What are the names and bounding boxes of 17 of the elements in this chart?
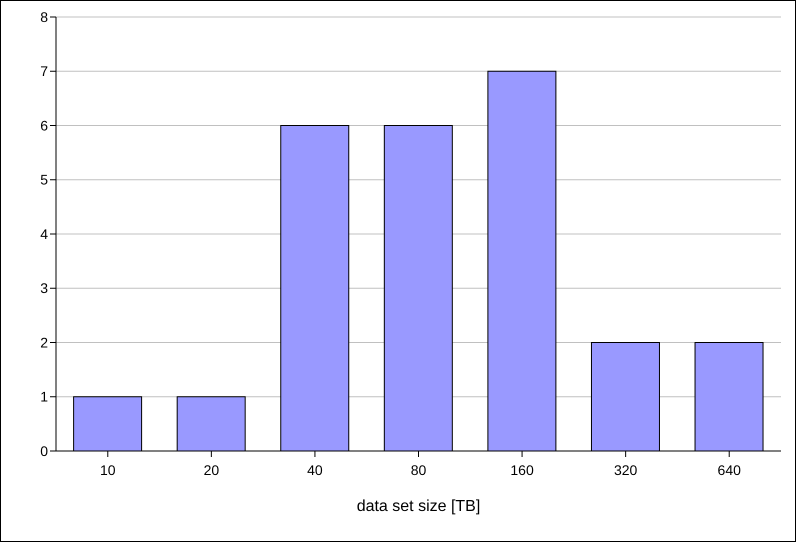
x-tick-label: 640	[718, 462, 742, 478]
y-tick-label: 8	[40, 8, 48, 25]
x-tick-label: 10	[100, 462, 116, 478]
y-tick-label: 2	[40, 334, 48, 350]
x-tick-label: 160	[510, 462, 534, 478]
y-tick-label: 5	[40, 172, 48, 188]
y-tick-label: 4	[40, 226, 48, 242]
x-tick-label: 320	[614, 462, 638, 478]
y-tick-label: 1	[40, 388, 48, 405]
x-axis-title: data set size [TB]	[356, 498, 480, 515]
y-tick-label: 7	[40, 63, 48, 80]
y-tick-label: 3	[40, 280, 48, 296]
y-tick-label: 6	[40, 117, 48, 134]
x-tick-label: 40	[307, 462, 323, 478]
x-tick-label: 80	[410, 462, 426, 478]
y-tick-label: 0	[40, 442, 48, 459]
x-tick-label: 20	[204, 462, 220, 478]
